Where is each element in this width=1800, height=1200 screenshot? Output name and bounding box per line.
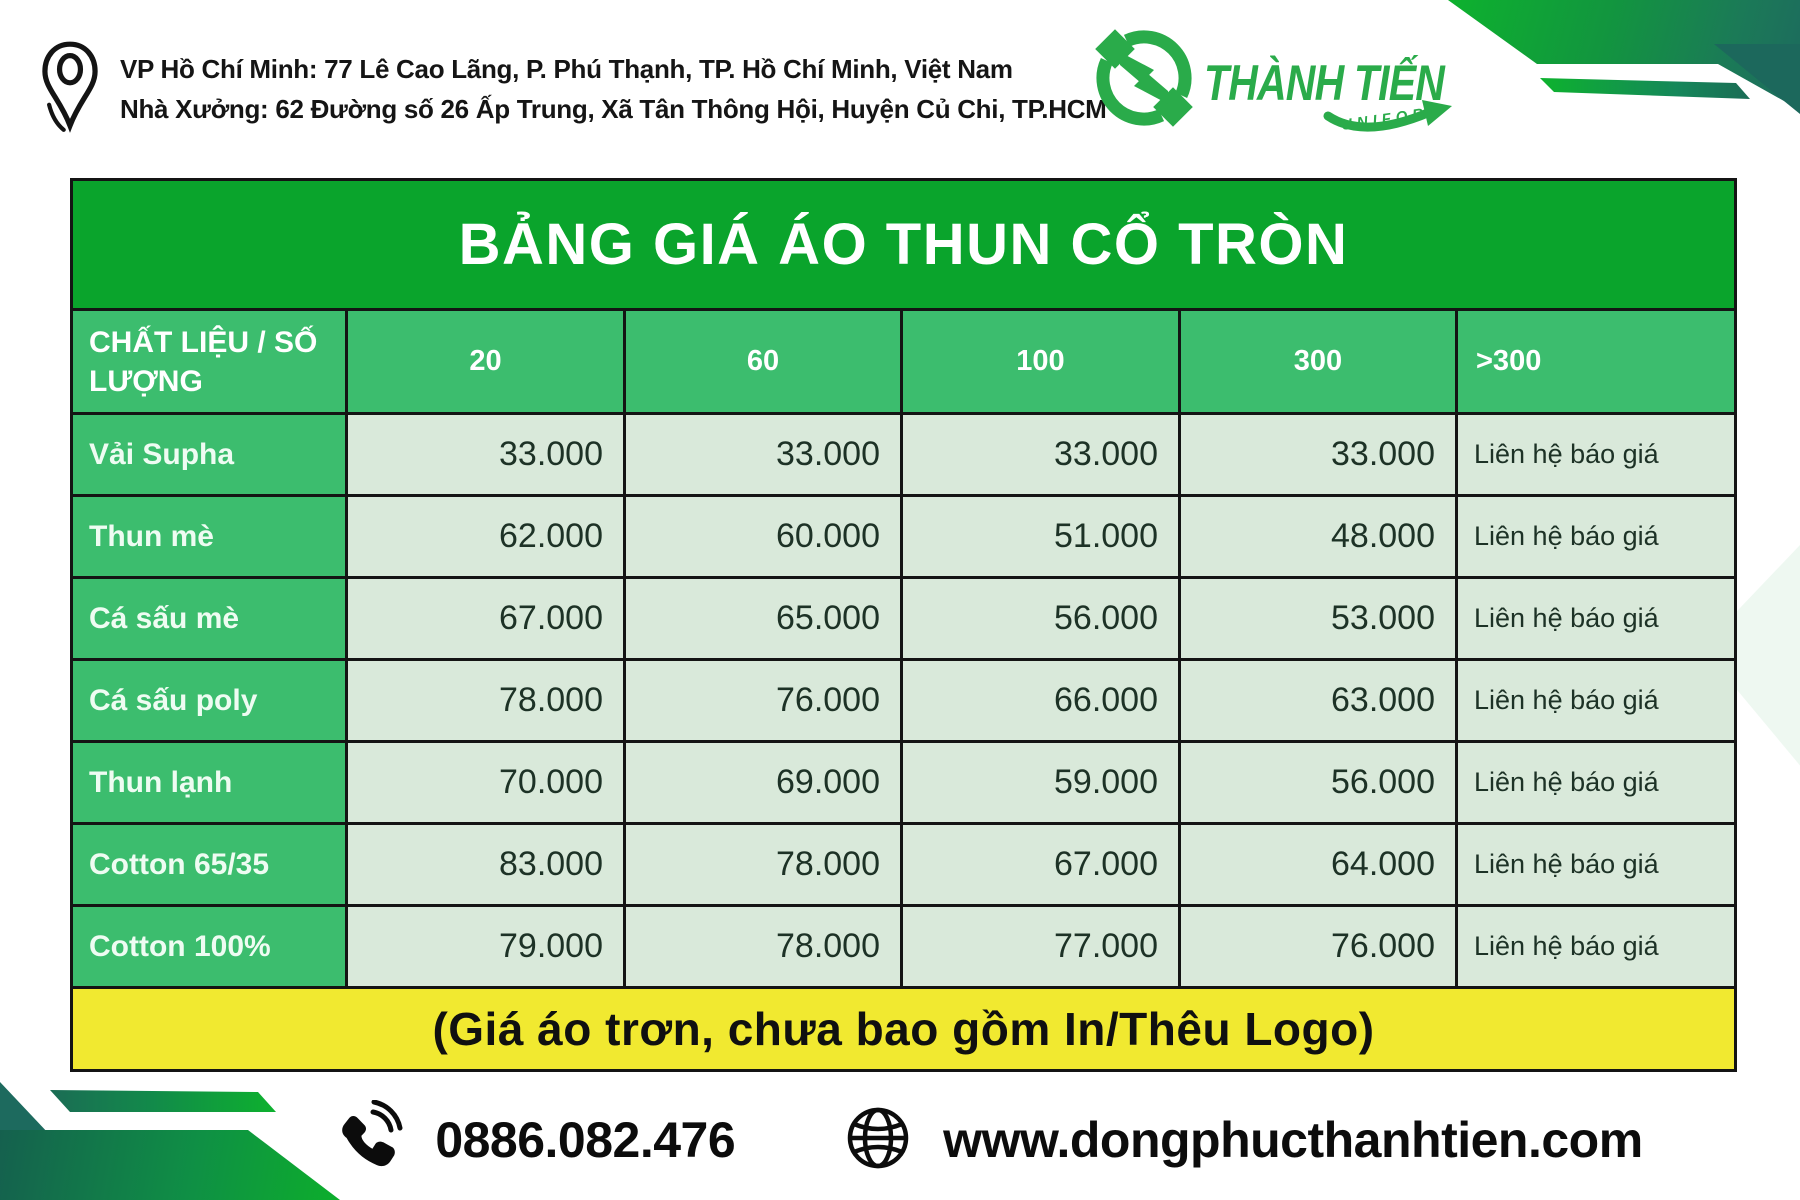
- material-label: Vải Supha: [73, 415, 345, 494]
- price-cell: 56.000: [903, 579, 1178, 658]
- price-cell: 60.000: [626, 497, 900, 576]
- price-cell: 76.000: [1181, 907, 1455, 986]
- pricing-note: (Giá áo trơn, chưa bao gồm In/Thêu Logo): [73, 989, 1734, 1069]
- material-label: Cá sấu mè: [73, 579, 345, 658]
- price-cell: 33.000: [626, 415, 900, 494]
- price-cell: 65.000: [626, 579, 900, 658]
- material-label: Thun mè: [73, 497, 345, 576]
- contact-quote-cell: Liên hệ báo giá: [1458, 907, 1734, 986]
- price-cell: 67.000: [348, 579, 623, 658]
- contact-quote-cell: Liên hệ báo giá: [1458, 825, 1734, 904]
- price-cell: 66.000: [903, 661, 1178, 740]
- logo-brand-text: THÀNH TIẾN: [1204, 54, 1446, 111]
- price-cell: 53.000: [1181, 579, 1455, 658]
- contact-quote-cell: Liên hệ báo giá: [1458, 579, 1734, 658]
- price-cell: 59.000: [903, 743, 1178, 822]
- price-cell: 51.000: [903, 497, 1178, 576]
- price-cell: 78.000: [626, 825, 900, 904]
- location-pin-icon: [38, 40, 102, 139]
- price-cell: 33.000: [1181, 415, 1455, 494]
- price-cell: 64.000: [1181, 825, 1455, 904]
- address-line-1: VP Hồ Chí Minh: 77 Lê Cao Lãng, P. Phú T…: [120, 54, 1013, 84]
- price-table: BẢNG GIÁ ÁO THUN CỔ TRÒN CHẤT LIỆU / SỐ …: [70, 178, 1737, 1072]
- quantity-header-over300: >300: [1458, 311, 1734, 412]
- material-label: Cotton 65/35: [73, 825, 345, 904]
- price-cell: 33.000: [903, 415, 1178, 494]
- material-quantity-header: CHẤT LIỆU / SỐ LƯỢNG: [73, 311, 345, 412]
- contact-quote-cell: Liên hệ báo giá: [1458, 497, 1734, 576]
- quantity-header-100: 100: [903, 311, 1178, 412]
- phone-icon: [327, 1099, 403, 1181]
- address-block: VP Hồ Chí Minh: 77 Lê Cao Lãng, P. Phú T…: [38, 40, 1107, 139]
- price-cell: 62.000: [348, 497, 623, 576]
- price-cell: 70.000: [348, 743, 623, 822]
- price-cell: 67.000: [903, 825, 1178, 904]
- top-right-thin-stripe: [1540, 78, 1750, 99]
- price-cell: 48.000: [1181, 497, 1455, 576]
- material-label: Thun lạnh: [73, 743, 345, 822]
- contact-quote-cell: Liên hệ báo giá: [1458, 415, 1734, 494]
- table-title: BẢNG GIÁ ÁO THUN CỔ TRÒN: [73, 181, 1734, 308]
- price-cell: 76.000: [626, 661, 900, 740]
- quantity-header-20: 20: [348, 311, 623, 412]
- company-logo: THÀNH TIẾN UNIFORM: [1092, 16, 1512, 166]
- price-cell: 78.000: [348, 661, 623, 740]
- phone-number: 0886.082.476: [435, 1112, 736, 1168]
- logo-swoosh-arrow: [1323, 107, 1435, 132]
- contact-quote-cell: Liên hệ báo giá: [1458, 661, 1734, 740]
- price-cell: 77.000: [903, 907, 1178, 986]
- brand-mark-icon: [1095, 29, 1193, 127]
- globe-icon: [845, 1105, 911, 1176]
- contact-bar: 0886.082.476 www.dongphucthanhtien.com: [85, 1092, 1800, 1188]
- price-cell: 33.000: [348, 415, 623, 494]
- price-cell: 78.000: [626, 907, 900, 986]
- bottom-left-thin-stripe: [50, 1090, 276, 1112]
- website-url: www.dongphucthanhtien.com: [943, 1112, 1643, 1168]
- price-cell: 56.000: [1181, 743, 1455, 822]
- price-cell: 83.000: [348, 825, 623, 904]
- price-cell: 69.000: [626, 743, 900, 822]
- material-label: Cotton 100%: [73, 907, 345, 986]
- quantity-header-300: 300: [1181, 311, 1455, 412]
- price-cell: 79.000: [348, 907, 623, 986]
- material-label: Cá sấu poly: [73, 661, 345, 740]
- price-cell: 63.000: [1181, 661, 1455, 740]
- address-line-2: Nhà Xưởng: 62 Đường số 26 Ấp Trung, Xã T…: [120, 94, 1107, 124]
- quantity-header-60: 60: [626, 311, 900, 412]
- contact-quote-cell: Liên hệ báo giá: [1458, 743, 1734, 822]
